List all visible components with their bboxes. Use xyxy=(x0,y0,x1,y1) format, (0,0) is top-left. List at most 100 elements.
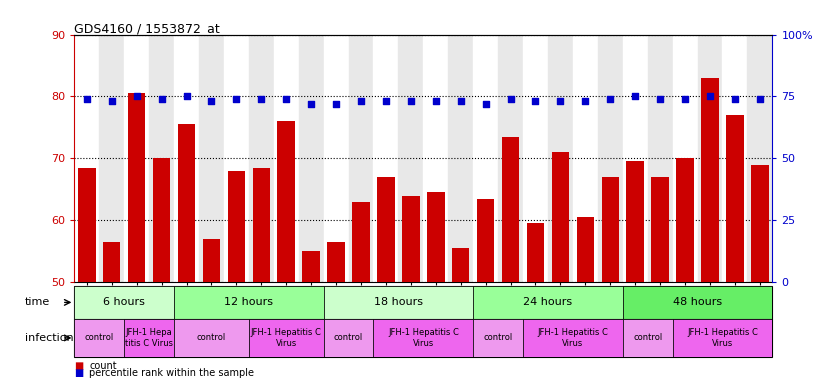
Bar xyxy=(150,35,174,282)
Bar xyxy=(748,35,772,282)
Bar xyxy=(249,35,273,282)
Bar xyxy=(626,162,644,282)
Bar xyxy=(324,286,473,319)
Point xyxy=(379,98,392,104)
Point xyxy=(155,96,169,102)
Bar xyxy=(601,177,619,282)
Bar xyxy=(103,242,121,282)
Bar xyxy=(124,35,150,282)
Bar xyxy=(726,115,743,282)
Text: time: time xyxy=(25,297,50,308)
Point xyxy=(330,101,343,107)
Text: 6 hours: 6 hours xyxy=(103,297,145,308)
Bar xyxy=(174,286,324,319)
Point xyxy=(704,93,717,99)
Text: GDS4160 / 1553872_at: GDS4160 / 1553872_at xyxy=(74,22,220,35)
Bar xyxy=(324,319,373,357)
Point xyxy=(729,96,742,102)
Point xyxy=(280,96,293,102)
Bar xyxy=(78,168,96,282)
Bar xyxy=(153,159,170,282)
Point xyxy=(753,96,767,102)
Bar xyxy=(228,171,245,282)
Bar xyxy=(273,35,299,282)
Point xyxy=(678,96,691,102)
Bar xyxy=(473,319,523,357)
Point xyxy=(180,93,193,99)
Bar xyxy=(723,35,748,282)
Text: ■: ■ xyxy=(74,361,83,371)
Bar xyxy=(552,152,569,282)
Bar xyxy=(502,137,520,282)
Bar xyxy=(598,35,623,282)
Bar xyxy=(349,35,373,282)
Bar xyxy=(352,202,370,282)
Bar xyxy=(751,165,768,282)
Bar xyxy=(498,35,523,282)
Point xyxy=(254,96,268,102)
Point xyxy=(80,96,93,102)
Bar xyxy=(697,35,723,282)
Bar xyxy=(302,251,320,282)
Bar xyxy=(548,35,573,282)
Point xyxy=(579,98,592,104)
Point xyxy=(629,93,642,99)
Bar xyxy=(672,35,697,282)
Bar xyxy=(477,199,495,282)
Bar xyxy=(377,177,395,282)
Point xyxy=(479,101,492,107)
Text: JFH-1 Hepatitis C
Virus: JFH-1 Hepatitis C Virus xyxy=(538,328,608,348)
Point xyxy=(430,98,443,104)
Bar xyxy=(199,35,224,282)
Text: JFH-1 Hepatitis C
Virus: JFH-1 Hepatitis C Virus xyxy=(388,328,458,348)
Bar xyxy=(701,78,719,282)
Bar xyxy=(423,35,449,282)
Point xyxy=(105,98,118,104)
Bar xyxy=(373,35,398,282)
Text: control: control xyxy=(197,333,226,343)
Point xyxy=(604,96,617,102)
Text: 24 hours: 24 hours xyxy=(524,297,572,308)
Text: percentile rank within the sample: percentile rank within the sample xyxy=(89,368,254,378)
Text: 12 hours: 12 hours xyxy=(225,297,273,308)
Text: JFH-1 Hepatitis C
Virus: JFH-1 Hepatitis C Virus xyxy=(687,328,758,348)
Bar xyxy=(373,319,473,357)
Point xyxy=(653,96,667,102)
Bar xyxy=(577,217,594,282)
Bar xyxy=(178,124,195,282)
Point xyxy=(230,96,243,102)
Text: ■: ■ xyxy=(74,368,83,378)
Text: JFH-1 Hepatitis C
Virus: JFH-1 Hepatitis C Virus xyxy=(251,328,321,348)
Bar xyxy=(648,35,672,282)
Text: JFH-1 Hepa
titis C Virus: JFH-1 Hepa titis C Virus xyxy=(125,328,173,348)
Bar xyxy=(398,35,424,282)
Point xyxy=(305,101,318,107)
Bar xyxy=(299,35,324,282)
Bar xyxy=(676,159,694,282)
Point xyxy=(354,98,368,104)
Bar xyxy=(128,93,145,282)
Bar xyxy=(523,319,623,357)
Bar xyxy=(449,35,473,282)
Bar xyxy=(74,319,124,357)
Bar xyxy=(473,35,498,282)
Point xyxy=(205,98,218,104)
Point xyxy=(504,96,517,102)
Bar xyxy=(324,35,349,282)
Text: 48 hours: 48 hours xyxy=(673,297,722,308)
Bar xyxy=(623,35,648,282)
Bar xyxy=(652,177,669,282)
Bar xyxy=(402,195,420,282)
Bar xyxy=(473,286,623,319)
Bar xyxy=(623,286,772,319)
Bar xyxy=(327,242,344,282)
Bar xyxy=(174,319,249,357)
Point xyxy=(529,98,542,104)
Text: control: control xyxy=(334,333,363,343)
Bar xyxy=(573,35,598,282)
Bar xyxy=(278,121,295,282)
Bar xyxy=(224,35,249,282)
Bar xyxy=(74,286,174,319)
Bar xyxy=(623,319,672,357)
Bar xyxy=(523,35,548,282)
